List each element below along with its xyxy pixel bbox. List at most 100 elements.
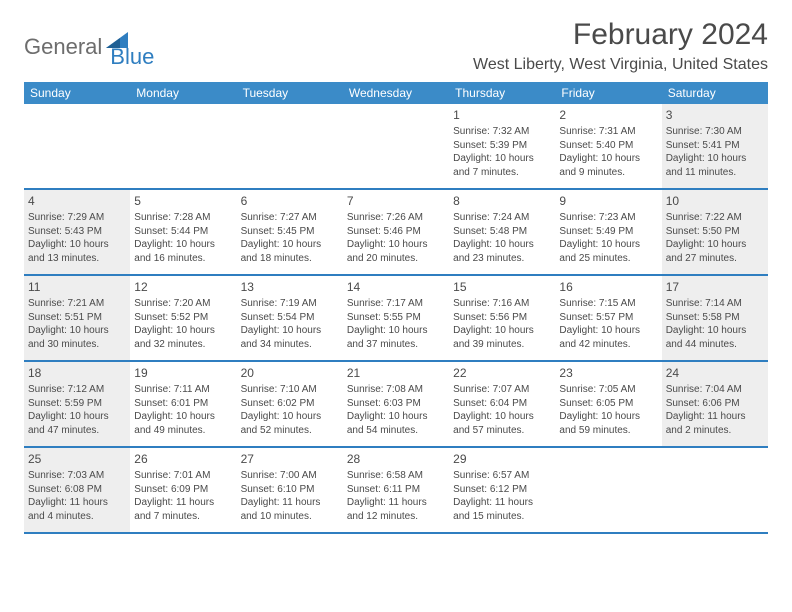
day-info-line: Daylight: 10 hours [347,238,445,252]
day-number: 7 [347,193,445,209]
logo-text-general: General [24,34,102,60]
day-number: 17 [666,279,764,295]
day-info-line: Sunrise: 7:30 AM [666,125,764,139]
day-info-line: and 4 minutes. [28,510,126,524]
day-info-line: Sunset: 6:08 PM [28,483,126,497]
day-info-line: Sunrise: 7:17 AM [347,297,445,311]
location: West Liberty, West Virginia, United Stat… [473,56,768,74]
day-info-line: Sunrise: 7:31 AM [559,125,657,139]
day-cell: 4Sunrise: 7:29 AMSunset: 5:43 PMDaylight… [24,190,130,274]
day-cell: 27Sunrise: 7:00 AMSunset: 6:10 PMDayligh… [237,448,343,532]
day-info-line: and 23 minutes. [453,252,551,266]
day-info-line: and 49 minutes. [134,424,232,438]
day-number: 25 [28,451,126,467]
day-info-line: Sunset: 5:40 PM [559,139,657,153]
day-info-line: Sunset: 6:03 PM [347,397,445,411]
day-info-line: Sunrise: 7:11 AM [134,383,232,397]
day-info-line: Sunrise: 7:19 AM [241,297,339,311]
day-info-line: and 34 minutes. [241,338,339,352]
day-info-line: Sunrise: 7:01 AM [134,469,232,483]
day-info-line: Daylight: 10 hours [134,324,232,338]
day-info-line: and 20 minutes. [347,252,445,266]
day-info-line: and 18 minutes. [241,252,339,266]
day-info-line: Sunrise: 7:22 AM [666,211,764,225]
day-info-line: Sunset: 5:43 PM [28,225,126,239]
day-info-line: Daylight: 10 hours [134,410,232,424]
day-cell: 6Sunrise: 7:27 AMSunset: 5:45 PMDaylight… [237,190,343,274]
day-info-line: Daylight: 11 hours [28,496,126,510]
day-info-line: Daylight: 10 hours [559,324,657,338]
day-cell: 29Sunrise: 6:57 AMSunset: 6:12 PMDayligh… [449,448,555,532]
day-info-line: Daylight: 11 hours [453,496,551,510]
day-cell: 18Sunrise: 7:12 AMSunset: 5:59 PMDayligh… [24,362,130,446]
day-info-line: Sunset: 5:44 PM [134,225,232,239]
day-number: 1 [453,107,551,123]
day-info-line: and 7 minutes. [453,166,551,180]
day-info-line: and 37 minutes. [347,338,445,352]
day-cell: 17Sunrise: 7:14 AMSunset: 5:58 PMDayligh… [662,276,768,360]
day-number: 21 [347,365,445,381]
day-info-line: and 42 minutes. [559,338,657,352]
day-cell: 13Sunrise: 7:19 AMSunset: 5:54 PMDayligh… [237,276,343,360]
day-cell: 15Sunrise: 7:16 AMSunset: 5:56 PMDayligh… [449,276,555,360]
weekday-header-row: SundayMondayTuesdayWednesdayThursdayFrid… [24,82,768,104]
day-info-line: Sunset: 5:41 PM [666,139,764,153]
day-cell: 19Sunrise: 7:11 AMSunset: 6:01 PMDayligh… [130,362,236,446]
day-info-line: Sunset: 6:05 PM [559,397,657,411]
day-info-line: Daylight: 10 hours [453,324,551,338]
day-info-line: Sunset: 6:10 PM [241,483,339,497]
weekday-header: Thursday [449,82,555,104]
weekday-header: Tuesday [237,82,343,104]
day-info-line: Daylight: 10 hours [453,410,551,424]
day-info-line: Sunrise: 6:58 AM [347,469,445,483]
day-info-line: Sunset: 5:49 PM [559,225,657,239]
day-number: 28 [347,451,445,467]
week-row: 1Sunrise: 7:32 AMSunset: 5:39 PMDaylight… [24,104,768,190]
day-info-line: Sunrise: 7:16 AM [453,297,551,311]
day-number: 3 [666,107,764,123]
day-info-line: Sunrise: 7:24 AM [453,211,551,225]
day-info-line: Sunrise: 7:00 AM [241,469,339,483]
day-cell: 3Sunrise: 7:30 AMSunset: 5:41 PMDaylight… [662,104,768,188]
day-cell: 24Sunrise: 7:04 AMSunset: 6:06 PMDayligh… [662,362,768,446]
day-info-line: and 27 minutes. [666,252,764,266]
day-cell: 8Sunrise: 7:24 AMSunset: 5:48 PMDaylight… [449,190,555,274]
day-cell: 16Sunrise: 7:15 AMSunset: 5:57 PMDayligh… [555,276,661,360]
day-cell: 9Sunrise: 7:23 AMSunset: 5:49 PMDaylight… [555,190,661,274]
logo: General Blue [24,24,154,70]
day-info-line: Sunrise: 7:27 AM [241,211,339,225]
day-cell [555,448,661,532]
day-info-line: Daylight: 11 hours [347,496,445,510]
day-info-line: and 2 minutes. [666,424,764,438]
day-cell: 11Sunrise: 7:21 AMSunset: 5:51 PMDayligh… [24,276,130,360]
day-cell: 25 Sunrise: 7:03 AMSunset: 6:08 PMDayligh… [24,448,130,532]
day-info-line: and 32 minutes. [134,338,232,352]
weekday-header: Monday [130,82,236,104]
day-info-line: and 16 minutes. [134,252,232,266]
day-info-line: Daylight: 10 hours [559,238,657,252]
day-info-line: Daylight: 10 hours [28,410,126,424]
day-info-line: Daylight: 11 hours [134,496,232,510]
day-info-line: Sunrise: 7:15 AM [559,297,657,311]
day-info-line: Daylight: 10 hours [347,410,445,424]
day-info-line: Sunrise: 7:03 AM [28,469,126,483]
day-info-line: Sunset: 5:57 PM [559,311,657,325]
day-info-line: and 39 minutes. [453,338,551,352]
day-number: 9 [559,193,657,209]
day-info-line: Sunrise: 7:05 AM [559,383,657,397]
day-number: 24 [666,365,764,381]
day-info-line: Sunset: 5:55 PM [347,311,445,325]
day-info-line: and 57 minutes. [453,424,551,438]
day-info-line: Sunrise: 7:21 AM [28,297,126,311]
day-number: 11 [28,279,126,295]
day-info-line: Sunrise: 7:08 AM [347,383,445,397]
day-info-line: and 59 minutes. [559,424,657,438]
day-info-line: and 30 minutes. [28,338,126,352]
day-number: 20 [241,365,339,381]
day-info-line: Daylight: 10 hours [666,324,764,338]
day-cell [24,104,130,188]
day-number: 12 [134,279,232,295]
day-info-line: Sunset: 5:39 PM [453,139,551,153]
day-info-line: Sunset: 6:11 PM [347,483,445,497]
day-cell [662,448,768,532]
